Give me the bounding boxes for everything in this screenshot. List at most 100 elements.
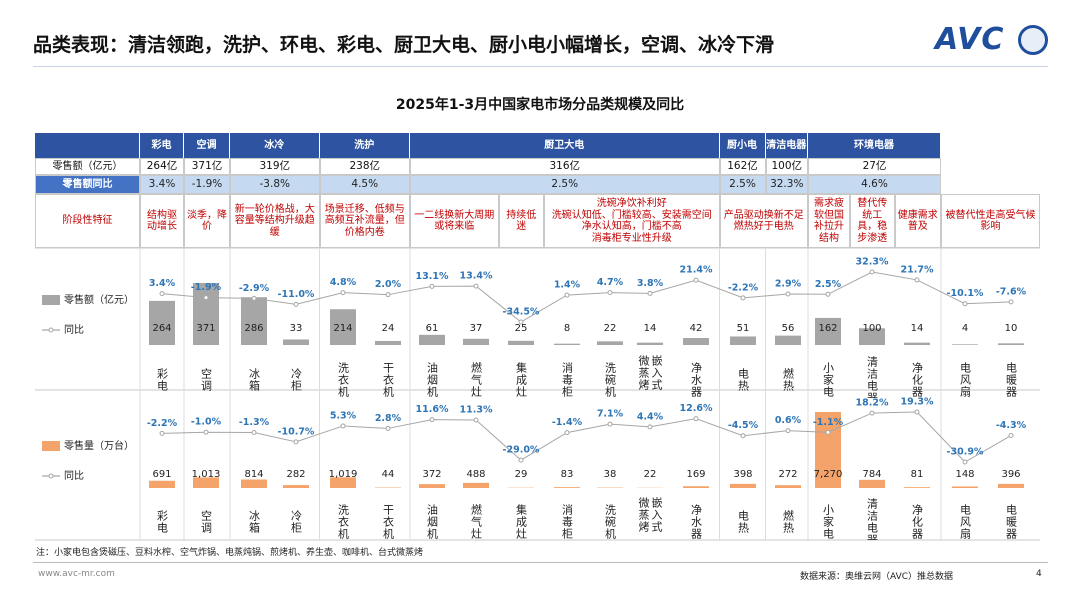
group-header: 空调 — [184, 133, 230, 158]
yoy-point — [429, 417, 435, 423]
bar-value-label: 7,270 — [814, 469, 843, 480]
bar — [683, 486, 709, 488]
category-text: 集成灶 — [514, 504, 528, 540]
category-label: 净水器 — [676, 494, 716, 540]
yoy-label: 2.8% — [375, 413, 402, 424]
yoy-point — [203, 429, 209, 435]
yoy-point — [693, 277, 699, 283]
feature-cell: 持续低迷 — [498, 194, 544, 248]
category-text: 洗衣机 — [336, 504, 350, 540]
yoy-label: 21.7% — [901, 264, 934, 275]
yoy-point — [518, 457, 524, 463]
row-label: 零售额（亿元） — [35, 158, 140, 175]
yoy-label: -1.0% — [191, 417, 222, 428]
category-text: 冷柜 — [289, 368, 303, 392]
legend-swatch — [42, 441, 60, 451]
category-label: 电热 — [723, 494, 763, 540]
category-text: 清洁电器 — [865, 498, 879, 540]
footnote: 注：小家电包含煲磁压、豆料水榨、空气炸锅、电蒸炖锅、煎烤机、养生壶、咖啡机、台式… — [36, 548, 424, 558]
bar-value-label: 814 — [244, 469, 263, 480]
category-text: 小家电 — [821, 504, 835, 540]
yoy-label: -1.9% — [191, 282, 222, 293]
bar-value-label: 51 — [737, 323, 750, 334]
category-text: 电风扇 — [958, 504, 972, 540]
bar — [904, 342, 930, 345]
category-label: 清洁电器 — [852, 494, 892, 540]
yoy-label: 1.4% — [554, 280, 581, 291]
table-cell: 3.4% — [140, 175, 184, 194]
url: www.avc-mr.com — [38, 569, 115, 579]
yoy-point — [647, 424, 653, 430]
yoy-point — [693, 416, 699, 422]
yoy-label: 3.8% — [637, 278, 664, 289]
yoy-point — [564, 292, 570, 298]
category-label: 冰箱 — [234, 494, 274, 540]
category-text: 电暖器 — [1004, 362, 1018, 398]
bar — [330, 477, 356, 488]
bar — [241, 479, 267, 488]
category-text: 洗衣机 — [336, 362, 350, 398]
bar-value-label: 83 — [561, 469, 574, 480]
group-header: 洗护 — [319, 133, 410, 158]
yoy-label: -1.1% — [813, 417, 844, 428]
category-text: 燃热 — [781, 510, 795, 534]
yoy-label: 2.5% — [815, 279, 842, 290]
table-cell: 371亿 — [184, 158, 230, 175]
category-text: 电风扇 — [958, 362, 972, 398]
legend-label: 零售量（万台） — [64, 439, 134, 452]
category-text: 干衣机 — [381, 362, 395, 398]
category-label: 油烟机 — [412, 494, 452, 540]
table-corner — [35, 133, 140, 158]
table-cell: 100亿 — [765, 158, 808, 175]
yoy-point — [785, 428, 791, 434]
category-text: 洗碗机 — [603, 362, 617, 398]
row-label: 阶段性特征 — [35, 194, 140, 248]
bar — [463, 482, 489, 488]
category-label: 冷柜 — [276, 494, 316, 540]
yoy-point — [1008, 299, 1014, 305]
bar — [730, 336, 756, 345]
yoy-label: -34.5% — [503, 307, 540, 318]
category-text: 洗碗机 — [603, 504, 617, 540]
bar — [815, 317, 841, 345]
yoy-point — [473, 283, 479, 289]
category-text: 微蒸烤嵌入式 — [637, 355, 663, 391]
bar-value-label: 1,019 — [329, 469, 358, 480]
category-label: 集成灶 — [501, 494, 541, 540]
category-label: 消毒柜 — [547, 494, 587, 540]
table-cell: -3.8% — [230, 175, 320, 194]
bar-value-label: 14 — [644, 323, 657, 334]
yoy-point — [251, 295, 257, 301]
table-cell: 4.6% — [808, 175, 941, 194]
table-cell: 2.5% — [410, 175, 720, 194]
feature-cell: 需求疲软但国补拉升结构 — [808, 194, 850, 248]
yoy-point — [564, 430, 570, 436]
category-label: 空调 — [186, 494, 226, 540]
group-header: 厨卫大电 — [410, 133, 720, 158]
category-label: 消毒柜 — [547, 352, 587, 398]
category-label: 电暖器 — [991, 494, 1031, 540]
yoy-point — [518, 319, 524, 325]
category-text: 彩电 — [155, 368, 169, 392]
category-label: 洗衣机 — [323, 352, 363, 398]
bar — [859, 328, 885, 345]
bar-value-label: 4 — [962, 323, 968, 334]
yoy-point — [607, 421, 613, 427]
category-text: 冷柜 — [289, 510, 303, 534]
category-label: 空调 — [186, 352, 226, 398]
yoy-point — [914, 409, 920, 415]
table-cell: -1.9% — [184, 175, 230, 194]
category-text: 冰箱 — [247, 368, 261, 392]
bar — [998, 343, 1024, 345]
table-cell: 32.3% — [765, 175, 808, 194]
yoy-point — [1008, 433, 1014, 439]
yoy-point — [293, 439, 299, 445]
yoy-label: -4.5% — [728, 420, 759, 431]
bar-value-label: 371 — [196, 323, 215, 334]
category-label: 电风扇 — [945, 494, 985, 540]
bar-value-label: 148 — [955, 469, 974, 480]
category-text: 冰箱 — [247, 510, 261, 534]
yoy-label: -29.0% — [503, 445, 540, 456]
